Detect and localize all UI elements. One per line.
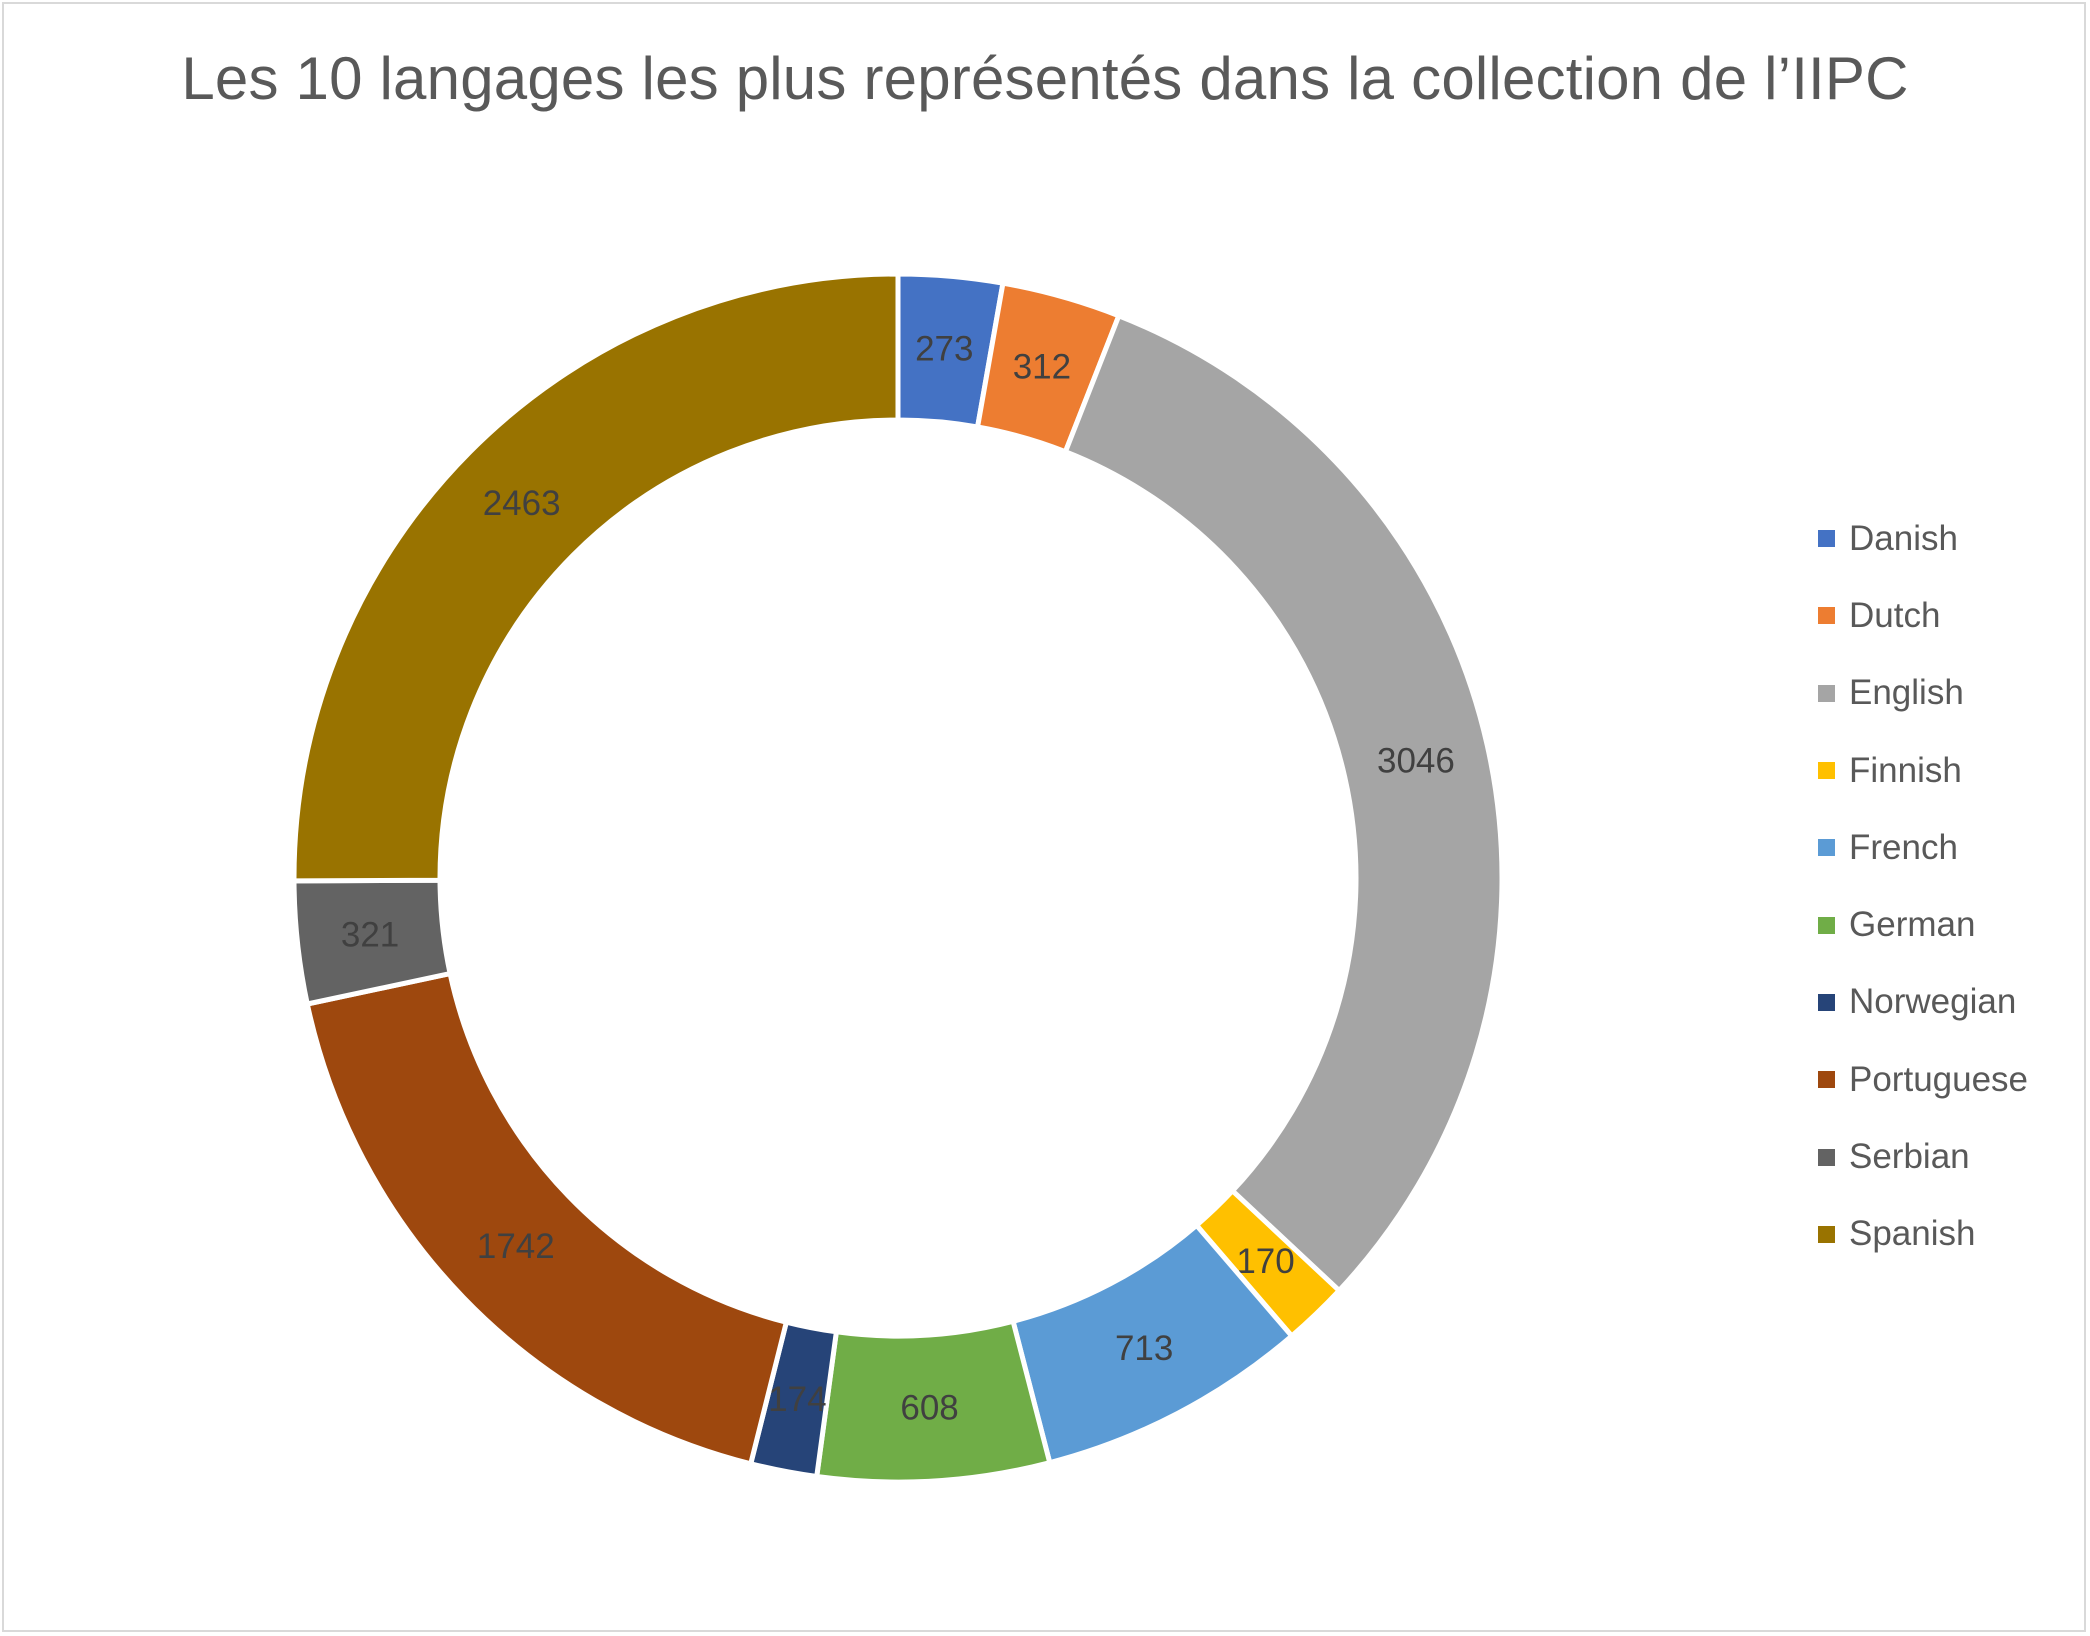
donut-slice-english xyxy=(1062,312,1505,1295)
data-label-dutch: 312 xyxy=(1013,347,1071,386)
data-label-finnish: 170 xyxy=(1236,1242,1294,1281)
legend-label-french: French xyxy=(1849,827,1958,867)
chart-legend: Danish Dutch English Finnish French German Nor… xyxy=(1818,500,2028,1273)
legend-item-german: German xyxy=(1818,886,2028,963)
data-label-spanish: 2463 xyxy=(483,484,561,523)
data-label-norwegian: 174 xyxy=(768,1380,826,1419)
legend-label-finnish: Finnish xyxy=(1849,750,1962,790)
legend-swatch-finnish xyxy=(1818,762,1835,780)
legend-swatch-danish xyxy=(1818,530,1835,548)
legend-label-german: German xyxy=(1849,905,1976,945)
data-label-danish: 273 xyxy=(915,330,973,369)
legend-item-portuguese: Portuguese xyxy=(1818,1041,2028,1118)
legend-swatch-dutch xyxy=(1818,607,1835,625)
legend-item-serbian: Serbian xyxy=(1818,1118,2028,1195)
legend-swatch-french xyxy=(1818,839,1835,857)
legend-label-spanish: Spanish xyxy=(1849,1214,1976,1254)
data-label-portuguese: 1742 xyxy=(477,1227,555,1266)
legend-swatch-serbian xyxy=(1818,1148,1835,1166)
legend-item-finnish: Finnish xyxy=(1818,732,2028,809)
legend-label-norwegian: Norwegian xyxy=(1849,982,2017,1022)
legend-item-danish: Danish xyxy=(1818,500,2028,577)
data-label-serbian: 321 xyxy=(341,915,399,954)
legend-label-danish: Danish xyxy=(1849,518,1958,558)
legend-label-serbian: Serbian xyxy=(1849,1137,1970,1177)
legend-item-dutch: Dutch xyxy=(1818,577,2028,654)
legend-swatch-portuguese xyxy=(1818,1071,1835,1089)
legend-label-portuguese: Portuguese xyxy=(1849,1059,2029,1099)
legend-swatch-english xyxy=(1818,684,1835,702)
data-label-german: 608 xyxy=(900,1389,958,1428)
legend-item-french: French xyxy=(1818,809,2028,886)
chart-title: Les 10 langages les plus représentés dan… xyxy=(181,45,1909,112)
data-label-english: 3046 xyxy=(1377,741,1455,780)
donut-slice-spanish xyxy=(291,271,901,884)
legend-item-norwegian: Norwegian xyxy=(1818,964,2028,1041)
donut-slice-portuguese xyxy=(304,970,790,1467)
legend-label-dutch: Dutch xyxy=(1849,595,1941,635)
data-label-french: 713 xyxy=(1115,1329,1173,1368)
legend-item-spanish: Spanish xyxy=(1818,1196,2028,1273)
legend-swatch-norwegian xyxy=(1818,993,1835,1011)
legend-swatch-spanish xyxy=(1818,1225,1835,1243)
legend-swatch-german xyxy=(1818,916,1835,934)
legend-item-english: English xyxy=(1818,655,2028,732)
legend-label-english: English xyxy=(1849,673,1964,713)
